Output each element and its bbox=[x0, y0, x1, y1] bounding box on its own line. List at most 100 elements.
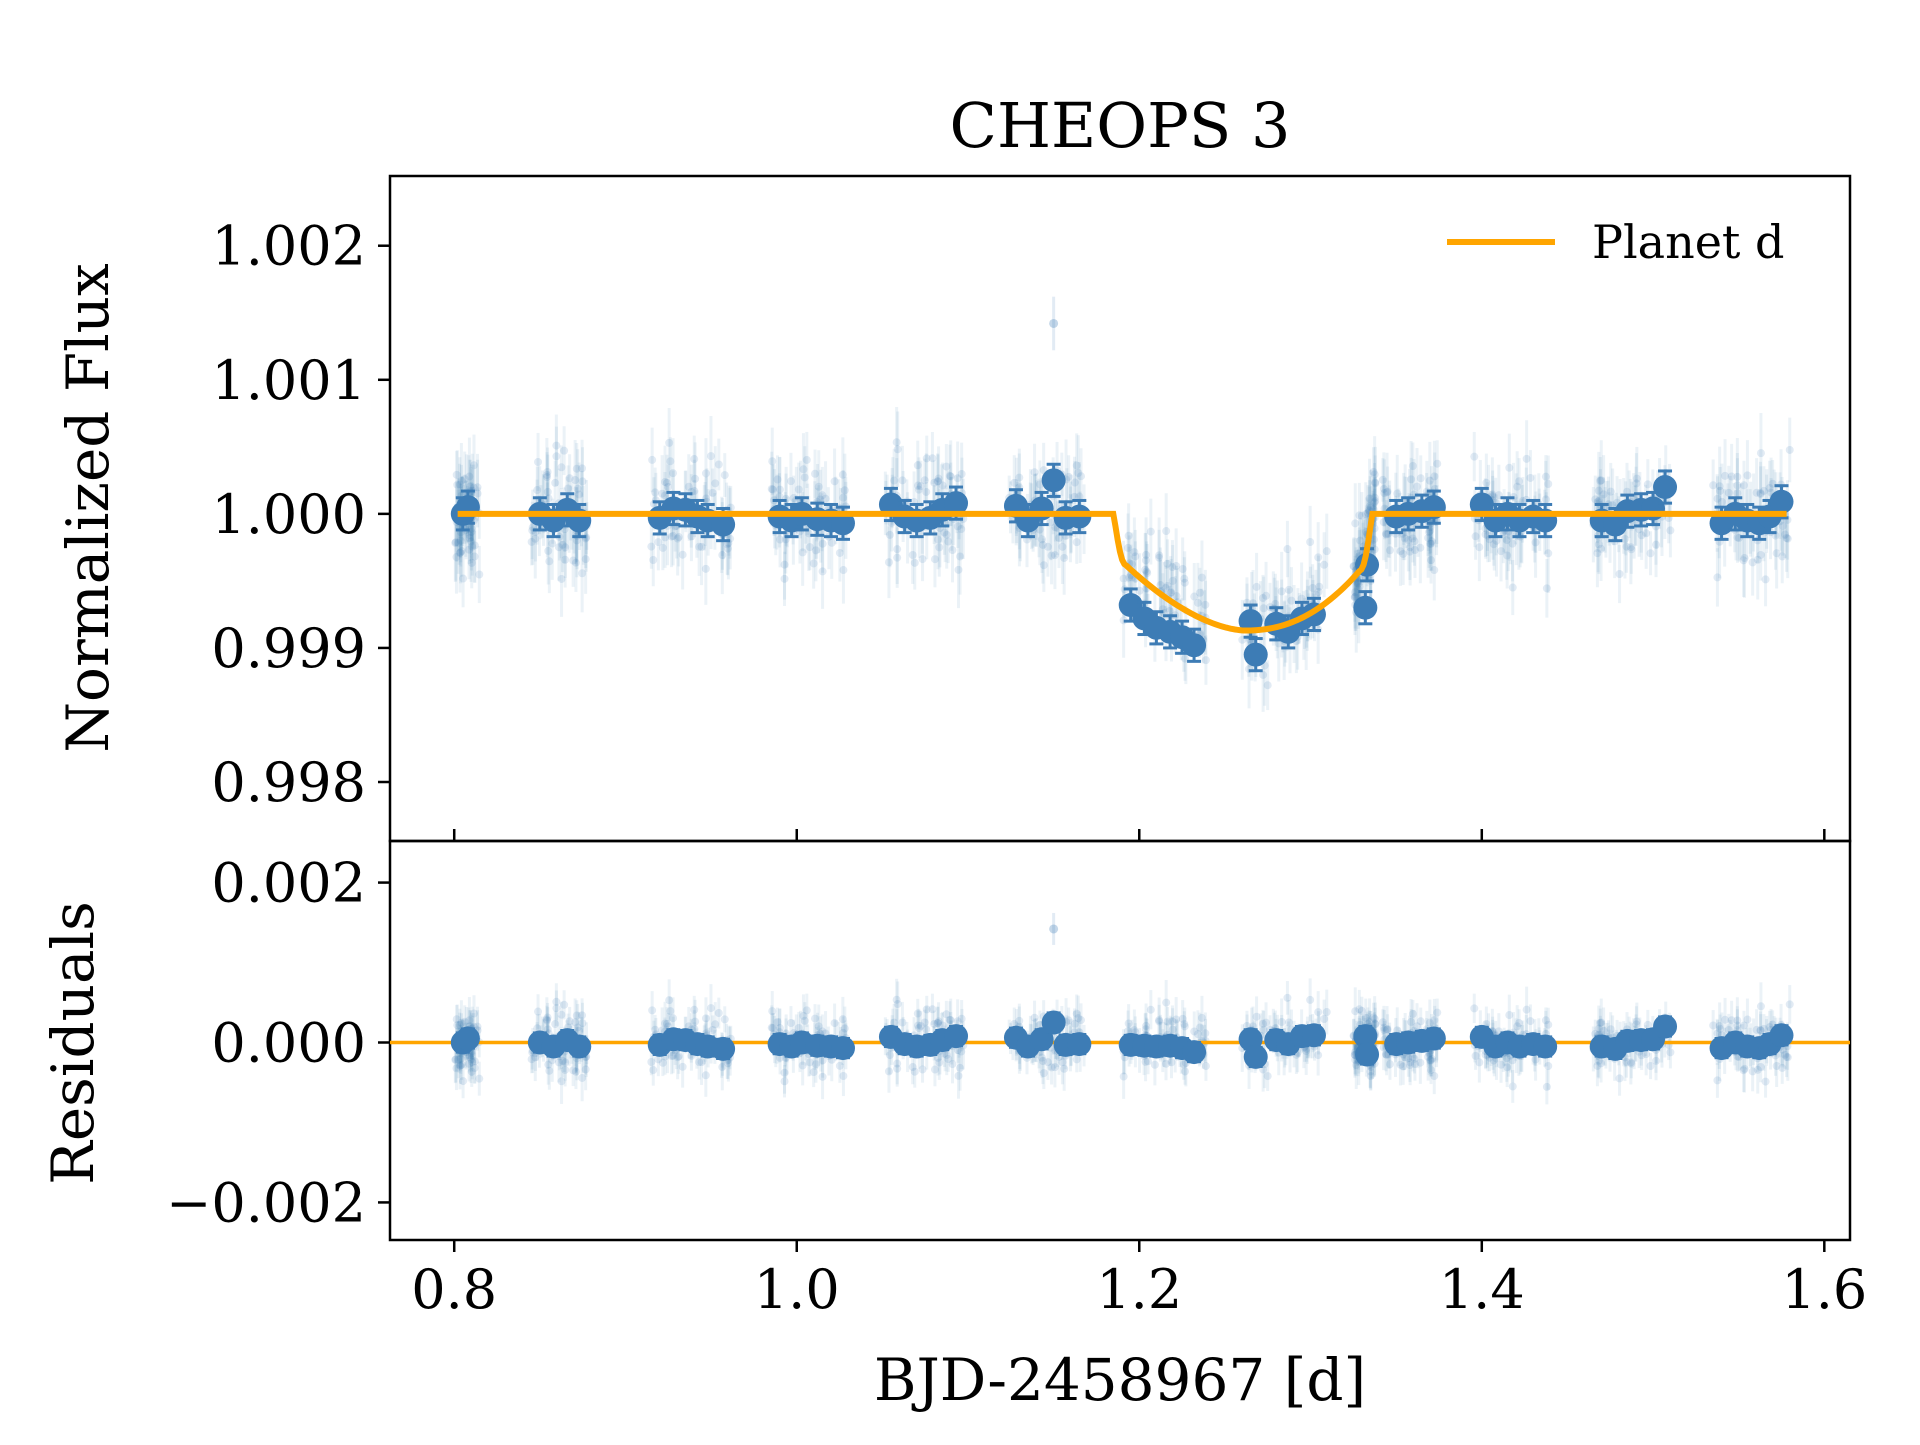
raw-flux-point bbox=[1733, 489, 1742, 498]
chart-title: CHEOPS 3 bbox=[950, 89, 1291, 162]
raw-residual-point bbox=[1489, 1056, 1498, 1065]
raw-residual-point bbox=[1141, 1025, 1150, 1034]
raw-residual-point bbox=[818, 1072, 827, 1081]
raw-flux-point bbox=[695, 542, 704, 551]
raw-residual-point bbox=[890, 1018, 899, 1027]
raw-residual-point bbox=[457, 1018, 466, 1027]
raw-flux-point bbox=[1596, 476, 1605, 485]
raw-residual-point bbox=[1646, 1061, 1655, 1070]
raw-residual-point bbox=[957, 1014, 966, 1023]
raw-flux-point bbox=[718, 551, 727, 560]
raw-flux-point bbox=[1371, 497, 1380, 506]
raw-flux-point bbox=[918, 555, 927, 564]
raw-flux-point bbox=[1407, 475, 1416, 484]
raw-residual-point bbox=[456, 1061, 465, 1070]
raw-flux-point bbox=[573, 484, 582, 493]
raw-flux-point bbox=[1125, 573, 1134, 582]
raw-flux-point bbox=[1271, 599, 1280, 608]
raw-residual-point bbox=[1163, 1017, 1172, 1026]
raw-flux-point bbox=[578, 477, 587, 486]
raw-flux-point bbox=[701, 564, 710, 573]
raw-flux-point bbox=[1370, 470, 1379, 479]
raw-flux-point bbox=[714, 460, 723, 469]
raw-flux-point bbox=[1043, 542, 1052, 551]
raw-residual-point bbox=[1709, 1021, 1718, 1030]
raw-residual-point bbox=[1593, 1061, 1602, 1070]
raw-residual-point bbox=[467, 1067, 476, 1076]
raw-flux-point bbox=[1355, 511, 1364, 520]
raw-flux-point bbox=[893, 545, 902, 554]
raw-flux-point bbox=[1155, 551, 1164, 560]
raw-flux-point bbox=[913, 461, 922, 470]
raw-flux-point bbox=[1350, 592, 1359, 601]
raw-residual-point bbox=[830, 1019, 839, 1028]
raw-flux-point bbox=[1522, 454, 1531, 463]
raw-flux-point bbox=[1637, 531, 1646, 540]
raw-residual-point bbox=[809, 1068, 818, 1077]
raw-residual-point bbox=[1405, 1061, 1414, 1070]
raw-residual-point bbox=[1396, 1060, 1405, 1069]
raw-flux-point bbox=[723, 540, 732, 549]
raw-residual-point bbox=[654, 1055, 663, 1064]
raw-residual-point bbox=[1370, 1014, 1379, 1023]
raw-flux-point bbox=[1155, 553, 1164, 562]
raw-residual-point bbox=[1743, 1015, 1752, 1024]
raw-residual-point bbox=[1355, 1005, 1364, 1014]
raw-flux-point bbox=[1761, 575, 1770, 584]
raw-residual-point bbox=[1756, 1026, 1765, 1035]
raw-residual-point bbox=[1632, 1017, 1641, 1026]
raw-residual-point bbox=[723, 1059, 732, 1068]
raw-flux-point bbox=[1781, 530, 1790, 539]
raw-flux-point bbox=[1060, 553, 1069, 562]
raw-residual-point bbox=[954, 1071, 963, 1080]
raw-flux-point bbox=[467, 537, 476, 546]
raw-residual-point bbox=[669, 1014, 678, 1023]
raw-flux-point bbox=[1642, 529, 1651, 538]
raw-residual-point bbox=[1410, 1054, 1419, 1063]
raw-flux-point bbox=[816, 495, 825, 504]
raw-residual-point bbox=[1259, 1025, 1268, 1034]
raw-flux-point bbox=[768, 485, 777, 494]
raw-flux-point bbox=[1197, 573, 1206, 582]
raw-flux-point bbox=[465, 545, 474, 554]
raw-residual-point bbox=[775, 1024, 784, 1033]
raw-flux-point bbox=[451, 538, 460, 547]
raw-flux-point bbox=[1783, 534, 1792, 543]
raw-flux-point bbox=[1015, 473, 1024, 482]
raw-residual-point bbox=[1180, 1020, 1189, 1029]
raw-flux-point bbox=[658, 543, 667, 552]
raw-flux-point bbox=[452, 553, 461, 562]
raw-residual-point bbox=[1406, 1058, 1415, 1067]
raw-residual-point bbox=[1162, 1059, 1171, 1068]
raw-flux-point bbox=[552, 452, 561, 461]
binned-flux-point bbox=[1041, 468, 1066, 493]
raw-flux-point bbox=[1595, 496, 1604, 505]
raw-flux-point bbox=[1756, 550, 1765, 559]
raw-residual-point bbox=[1077, 1016, 1086, 1025]
raw-flux-point bbox=[1172, 562, 1181, 571]
binned-flux-point bbox=[1243, 642, 1268, 667]
raw-residual-point bbox=[1752, 1025, 1761, 1034]
raw-flux-point bbox=[1599, 490, 1608, 499]
raw-flux-point bbox=[1410, 537, 1419, 546]
raw-residual-point bbox=[1622, 1058, 1631, 1067]
raw-flux-point bbox=[1591, 495, 1600, 504]
raw-flux-point bbox=[1709, 481, 1718, 490]
raw-residual-point bbox=[942, 1010, 951, 1019]
raw-residual-point bbox=[799, 1011, 808, 1020]
raw-residual-point bbox=[534, 1007, 543, 1016]
raw-residual-point bbox=[1119, 1072, 1128, 1081]
x-tick-label: 1.2 bbox=[1096, 1258, 1182, 1321]
raw-flux-point bbox=[678, 550, 687, 559]
raw-flux-point bbox=[1743, 471, 1752, 480]
raw-flux-point bbox=[706, 452, 715, 461]
raw-flux-point bbox=[818, 567, 827, 576]
raw-residual-point bbox=[1427, 1056, 1436, 1065]
raw-flux-point bbox=[800, 473, 809, 482]
raw-residual-point bbox=[544, 1060, 553, 1069]
flux-y-ticks: 0.998 0.999 1.000 1.001 1.002 bbox=[211, 215, 390, 814]
raw-residual-point bbox=[666, 1007, 675, 1016]
raw-flux-point bbox=[1597, 544, 1606, 553]
raw-residual-point bbox=[557, 1010, 566, 1019]
raw-residual-point bbox=[578, 1011, 587, 1020]
